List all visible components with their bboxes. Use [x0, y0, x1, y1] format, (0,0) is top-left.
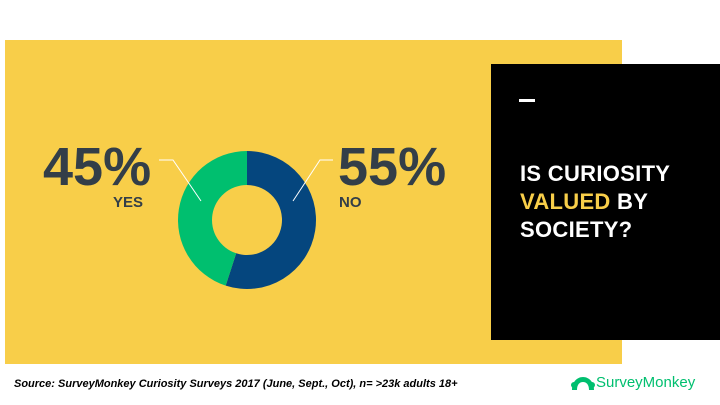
dash-accent	[519, 99, 535, 102]
source-note: Source: SurveyMonkey Curiosity Surveys 2…	[14, 378, 458, 390]
question-box	[491, 64, 720, 340]
yes-leader-line	[159, 159, 202, 202]
donut-slice-yes	[177, 151, 247, 286]
logo-text: SurveyMonkey	[596, 374, 696, 391]
question-text: IS CURIOSITY VALUED BY SOCIETY?	[520, 160, 670, 244]
no-leader-line	[292, 159, 333, 202]
yes-category-label: YES	[113, 194, 144, 211]
surveymonkey-logo: SurveyMonkey	[570, 374, 695, 391]
no-category-label: NO	[339, 194, 362, 211]
question-line3: SOCIETY?	[520, 217, 633, 242]
question-line2: BY	[617, 189, 649, 214]
question-highlight: VALUED	[520, 189, 611, 214]
monkey-logo-icon	[571, 376, 595, 390]
no-value-label: 55%	[338, 137, 447, 197]
question-line1: IS CURIOSITY	[520, 161, 671, 186]
donut-slice-no	[225, 151, 316, 289]
yes-value-label: 45%	[43, 137, 152, 197]
